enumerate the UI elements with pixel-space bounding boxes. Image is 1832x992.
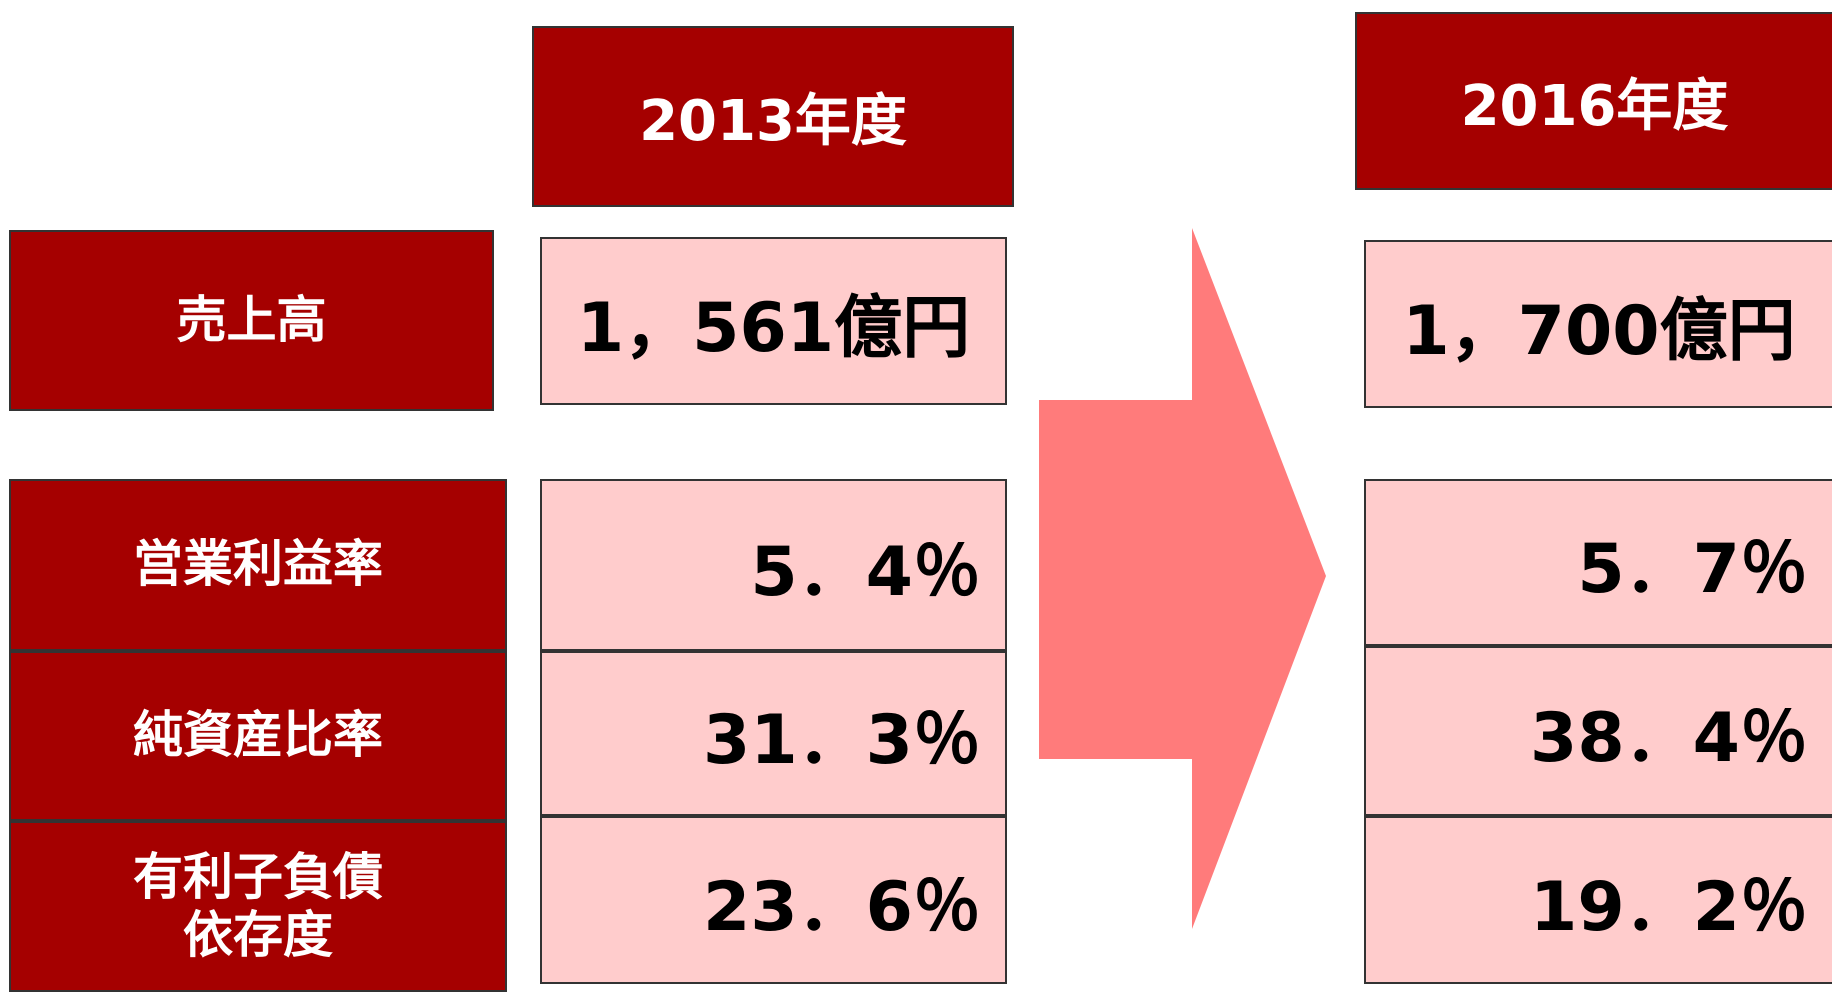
value-cell: 1，700億円 (1364, 240, 1832, 408)
value-cell: 38．4％ (1364, 646, 1832, 816)
row-label: 営業利益率 (9, 479, 507, 651)
column-header: 2013年度 (532, 26, 1014, 207)
column-header: 2016年度 (1355, 12, 1832, 190)
arrow (1039, 228, 1326, 929)
row-label: 純資産比率 (9, 651, 507, 821)
row-label: 売上高 (9, 230, 494, 411)
value-cell: 1，561億円 (540, 237, 1007, 405)
row-label: 有利子負債 依存度 (9, 821, 507, 992)
value-cell: 5．7％ (1364, 479, 1832, 646)
value-cell: 19．2％ (1364, 816, 1832, 984)
value-cell: 23．6％ (540, 816, 1007, 984)
value-cell: 5．4％ (540, 479, 1007, 651)
value-cell: 31．3％ (540, 651, 1007, 816)
